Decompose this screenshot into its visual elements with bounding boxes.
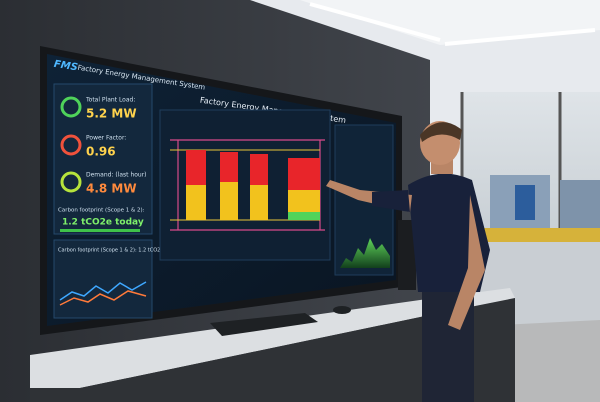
unit-block <box>288 212 320 220</box>
unit-block <box>186 185 206 220</box>
monitor <box>398 220 416 290</box>
metric-label: Total Plant Load: <box>85 97 135 104</box>
carbon-chart: Carbon footprint (Scope 1 & 2): 1.2 tCO2… <box>53 239 163 319</box>
mouse <box>333 306 351 314</box>
ceiling-light <box>309 2 441 42</box>
arm <box>448 195 485 330</box>
unit-block <box>288 190 320 212</box>
chart-title: Carbon footprint (Scope 1 & 2): 1.2 tCO2… <box>58 248 163 254</box>
area-chart <box>340 238 390 268</box>
ceiling-light <box>444 28 596 46</box>
gauge-icon <box>60 171 82 193</box>
metric-value: 4.8 MW <box>86 182 137 196</box>
panel <box>53 239 153 319</box>
conveyor <box>480 228 600 242</box>
gauge-icon <box>60 134 82 156</box>
unit-block <box>250 185 268 220</box>
carbon-value: 1.2 tCO2e today <box>62 218 144 228</box>
ceiling-light-area <box>300 0 600 45</box>
flow-line <box>170 139 325 231</box>
person <box>326 121 490 402</box>
panel <box>53 83 153 235</box>
flow-diagram <box>159 109 331 261</box>
metric-value: 0.96 <box>86 145 116 159</box>
logo: FMS <box>53 59 78 74</box>
machine-panel <box>515 185 535 220</box>
unit-block <box>220 182 238 220</box>
metric-label: Power Factor: <box>86 135 126 142</box>
gauge-icon <box>60 96 82 118</box>
progress-bar <box>60 229 140 232</box>
metric-label: Demand: (last hour) <box>86 172 147 179</box>
sleeve <box>372 190 410 212</box>
desk-top <box>30 288 515 388</box>
carbon-label: Carbon footprint (Scope 1 & 2): <box>58 208 145 214</box>
chart-line <box>59 281 147 301</box>
keyboard <box>210 313 318 336</box>
desk-cabinet <box>30 298 515 402</box>
hair <box>420 122 462 142</box>
metric-value: 5.2 MW <box>86 107 137 121</box>
chart-line <box>59 290 147 306</box>
metrics-panel: Total Plant Load: 5.2 MW Power Factor: 0… <box>53 83 153 235</box>
machine <box>560 180 600 230</box>
